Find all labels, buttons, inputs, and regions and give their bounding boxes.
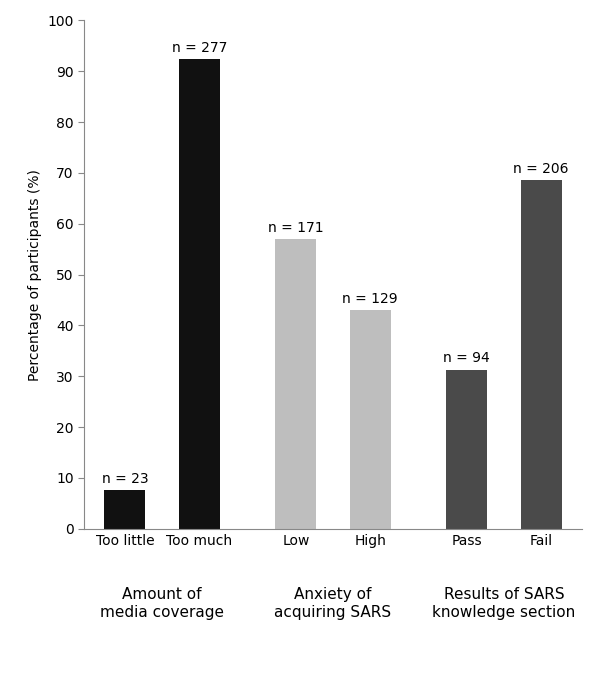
Text: Results of SARS
knowledge section: Results of SARS knowledge section bbox=[433, 587, 575, 620]
Text: Anxiety of
acquiring SARS: Anxiety of acquiring SARS bbox=[274, 587, 392, 620]
Bar bbox=[446, 370, 487, 529]
Bar bbox=[104, 490, 145, 529]
Bar bbox=[521, 180, 562, 529]
Text: n = 129: n = 129 bbox=[343, 292, 398, 306]
Text: n = 94: n = 94 bbox=[443, 351, 490, 365]
Text: n = 171: n = 171 bbox=[268, 221, 323, 235]
Y-axis label: Percentage of participants (%): Percentage of participants (%) bbox=[28, 169, 41, 380]
Text: n = 206: n = 206 bbox=[514, 161, 569, 176]
Text: n = 277: n = 277 bbox=[172, 41, 227, 56]
Bar bbox=[350, 311, 391, 529]
Text: Amount of
media coverage: Amount of media coverage bbox=[100, 587, 224, 620]
Bar bbox=[275, 239, 316, 529]
Text: n = 23: n = 23 bbox=[101, 472, 148, 485]
Bar bbox=[179, 60, 220, 529]
